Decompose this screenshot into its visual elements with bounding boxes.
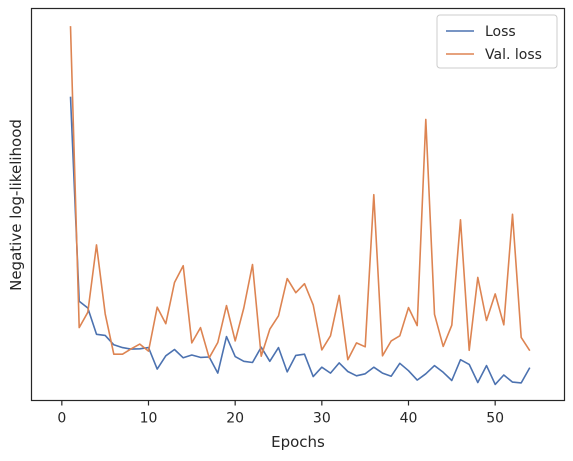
x-tick-label-30: 30 bbox=[313, 411, 331, 427]
x-axis-ticks: 0 10 20 30 40 50 bbox=[57, 400, 504, 427]
series-layer bbox=[69, 26, 531, 386]
x-tick-label-40: 40 bbox=[400, 411, 418, 427]
x-tick-label-20: 20 bbox=[226, 411, 244, 427]
series-line-val-loss bbox=[69, 26, 531, 361]
x-tick-label-0: 0 bbox=[57, 411, 66, 427]
series-line-loss bbox=[69, 96, 531, 386]
x-axis-label: Epochs bbox=[271, 433, 325, 451]
legend: Loss Val. loss bbox=[436, 14, 558, 69]
plot-frame bbox=[30, 7, 566, 402]
x-tick-label-50: 50 bbox=[486, 411, 504, 427]
legend-label-loss: Loss bbox=[485, 24, 516, 40]
x-tick-label-10: 10 bbox=[140, 411, 158, 427]
legend-label-val-loss: Val. loss bbox=[485, 47, 542, 63]
y-axis-label: Negative log-likelihood bbox=[7, 119, 25, 291]
